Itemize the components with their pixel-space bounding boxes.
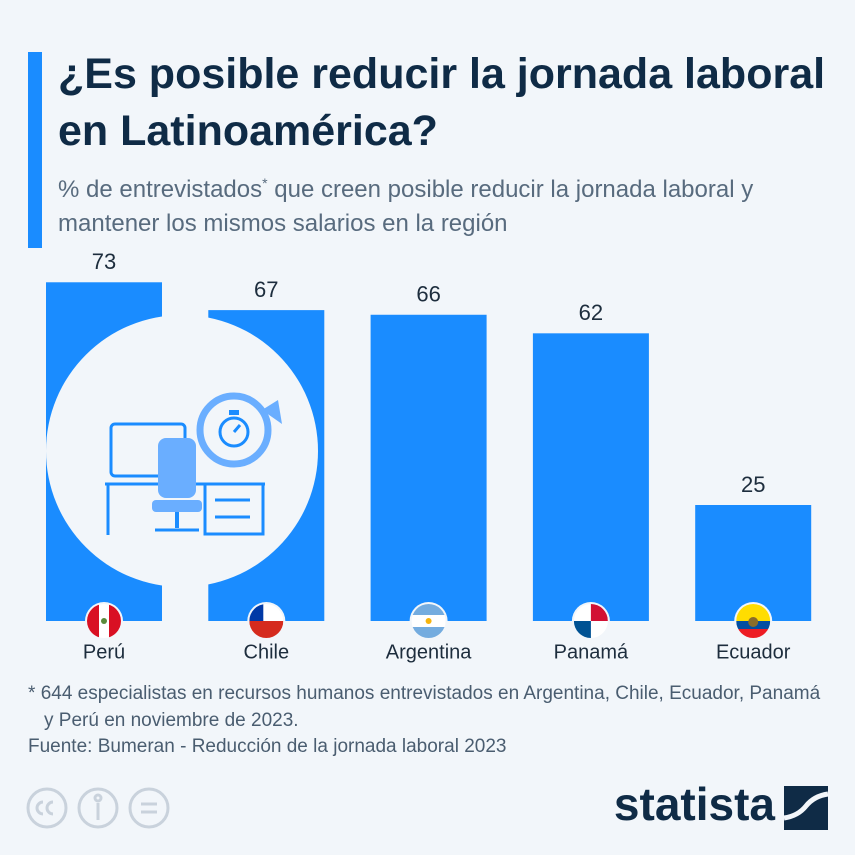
- license-icons: [26, 787, 170, 829]
- flag-part: [87, 604, 99, 638]
- flag-part: [748, 617, 759, 627]
- brand: statista: [614, 778, 775, 830]
- bar: [532, 333, 649, 621]
- subtitle-marker: *: [262, 175, 268, 191]
- flag-part: [736, 604, 771, 621]
- value-label: 67: [254, 277, 278, 302]
- flag-image: [87, 604, 121, 638]
- value-label: 62: [579, 300, 603, 325]
- flag-image: [411, 604, 446, 638]
- labels: 73 Perú 67 Chile 66 Argentina 62 Panamá 25 Ecuado…: [83, 249, 791, 663]
- x-tick-label: Ecuador: [716, 641, 791, 663]
- x-tick-label: Argentina: [386, 641, 472, 663]
- footnote-marker: *: [28, 683, 36, 704]
- flag-part: [249, 621, 284, 638]
- flag-part: [411, 604, 446, 615]
- value-label: 73: [92, 249, 116, 274]
- bar: [370, 314, 487, 621]
- flag: [734, 602, 773, 640]
- flag: [571, 602, 610, 640]
- x-tick-label: Chile: [244, 641, 290, 663]
- illustration: [46, 315, 318, 587]
- value-label: 66: [416, 282, 440, 307]
- flag-part: [736, 629, 771, 638]
- flag: [85, 602, 123, 640]
- flag-image: [249, 604, 284, 638]
- footnote-text: 644 especialistas en recursos humanos en…: [40, 683, 821, 731]
- flag: [409, 602, 448, 640]
- flag-part: [573, 621, 591, 638]
- flag-part: [101, 618, 107, 624]
- accent-bar: [28, 52, 42, 248]
- chart-title: ¿Es posible reducir la jornada laboral e…: [58, 50, 826, 155]
- subtitle-text: % de entrevistados: [58, 176, 263, 203]
- flag-image: [736, 604, 771, 638]
- footnote: * 644 especialistas en recursos humanos …: [28, 680, 834, 734]
- source: Fuente: Bumeran - Reducción de la jornad…: [28, 736, 507, 757]
- flag-part: [109, 604, 121, 638]
- x-tick-label: Perú: [83, 641, 125, 663]
- x-tick-label: Panamá: [554, 641, 629, 663]
- chart-subtitle: % de entrevistados* que creen posible re…: [58, 166, 828, 241]
- bar: [695, 505, 812, 621]
- flag-image: [573, 604, 608, 638]
- flag-part: [411, 627, 446, 638]
- brand-icon: [783, 786, 829, 830]
- flag: [247, 602, 286, 640]
- subtitle-text: que creen posible reducir la jornada lab…: [58, 176, 754, 237]
- value-label: 25: [741, 472, 765, 497]
- flag-part: [425, 618, 432, 624]
